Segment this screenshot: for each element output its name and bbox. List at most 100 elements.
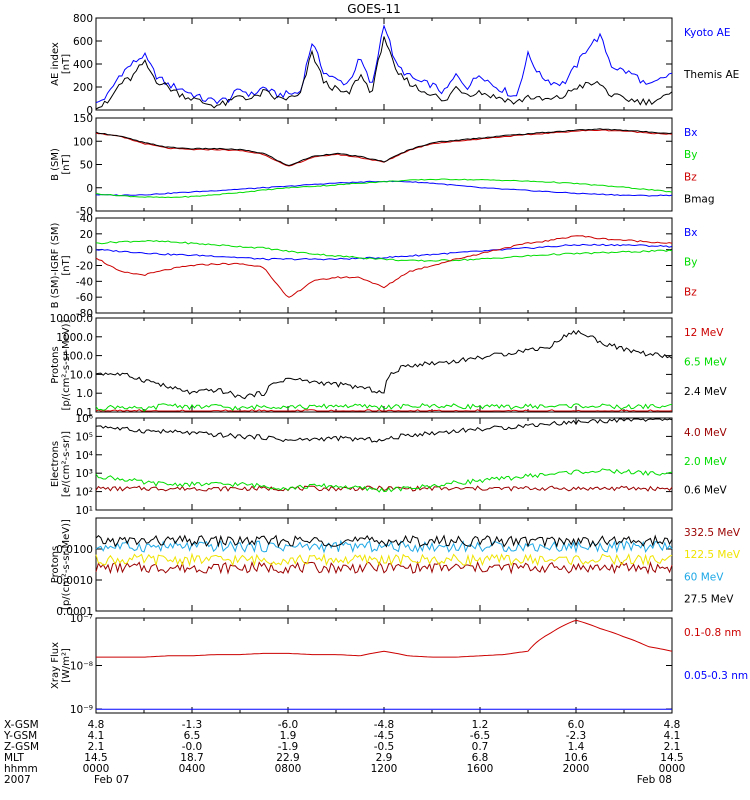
y-tick-label: 10³ — [75, 468, 93, 480]
legend-entry: 6.5 MeV — [684, 356, 728, 368]
figure-title: GOES-11 — [347, 2, 401, 16]
y-tick-label: 10⁶ — [75, 413, 93, 425]
series-bx — [95, 180, 673, 197]
y-axis-label-line: B (SM) — [50, 148, 61, 181]
legend-entry: By — [684, 257, 697, 269]
y-tick-label: 0.1 — [76, 407, 93, 419]
series-2-4-mev — [95, 329, 673, 400]
footer-cell: 2.1 — [88, 741, 105, 753]
footer-cell: 14.5 — [660, 752, 683, 764]
footer-cell: 0400 — [179, 763, 206, 775]
series-122-5-mev — [95, 552, 673, 567]
footer-cell: 0000 — [83, 763, 110, 775]
legend-entry: 27.5 MeV — [684, 593, 734, 605]
y-tick-label: 10⁻⁹ — [70, 704, 93, 716]
y-tick-label: 1.0 — [76, 388, 93, 400]
legend-entry: Bx — [684, 127, 697, 139]
legend-entry: Bmag — [684, 193, 715, 205]
footer-ephemeris: X-GSMY-GSMZ-GSMMLThhmm20074.84.12.114.50… — [3, 719, 685, 786]
footer-cell: 22.9 — [276, 752, 299, 764]
footer-cell: 0000 — [659, 763, 686, 775]
legend-entry: By — [684, 149, 697, 161]
y-tick-label: 800 — [73, 13, 93, 25]
y-tick-label: 1000.0 — [56, 332, 93, 344]
y-axis-label-line: Protons — [50, 346, 61, 383]
footer-row-label: Z-GSM — [4, 741, 39, 753]
panel-ae: 0 200 400 600 800 AE index[nT] Kyoto AE Themis … — [50, 13, 739, 117]
y-tick-label: 0 — [86, 245, 93, 257]
legend-entry: 2.4 MeV — [684, 386, 728, 398]
y-axis-label-line: [e/(cm²-s-sr)] — [61, 431, 72, 497]
y-tick-label: 10.0 — [70, 369, 93, 381]
footer-cell: 6.8 — [472, 752, 489, 764]
series-0-1-0-8-nm — [96, 619, 673, 658]
y-axis-label-line: [W/m²] — [61, 648, 72, 683]
y-tick-label: -40 — [76, 276, 93, 288]
legend-entry: Themis AE — [683, 69, 739, 81]
panel-protons_hi: 0.11.010.0100.01000.010000.0Protons[p/(c… — [50, 313, 728, 419]
footer-cell: 10.6 — [564, 752, 588, 764]
panel-frame — [95, 617, 673, 714]
footer-row-label: hhmm — [4, 763, 38, 775]
footer-cell: Feb 07 — [94, 774, 129, 786]
y-tick-label: 600 — [73, 36, 93, 48]
footer-cell: 14.5 — [84, 752, 107, 764]
legend-entry: 4.0 MeV — [684, 427, 728, 439]
footer-cell: -0.0 — [182, 741, 203, 753]
y-tick-label: -20 — [76, 261, 93, 273]
y-tick-label: 10⁻⁸ — [70, 661, 93, 673]
y-tick-label: -50 — [76, 206, 93, 218]
panel-frame — [95, 317, 673, 413]
panel-frame — [95, 217, 673, 314]
footer-cell: -6.0 — [278, 719, 299, 731]
y-tick-label: 0.0100 — [56, 544, 93, 556]
y-tick-label: 10⁻⁷ — [70, 613, 93, 625]
footer-cell: -1.3 — [182, 719, 203, 731]
footer-cell: 1.2 — [472, 719, 489, 731]
footer-cell: 6.5 — [184, 730, 201, 742]
y-axis-label-line: Protons — [50, 546, 61, 583]
y-tick-label: 10² — [75, 487, 93, 499]
y-tick-label: 400 — [73, 59, 93, 71]
y-axis-label-line: [p/(cm²-s-sr-MeV)] — [61, 519, 72, 610]
panel-bdiff: -80 -60 -40 -20 0 20 40 B (SM)-IGRF (SM)[nT] Bx B… — [50, 213, 697, 320]
y-tick-label: 0 — [86, 183, 93, 195]
series-4-0-mev — [95, 485, 673, 492]
y-tick-label: 150 — [73, 113, 93, 125]
footer-cell: -0.5 — [374, 741, 395, 753]
series-6-5-mev — [95, 403, 673, 412]
legend-entry: 0.1-0.8 nm — [684, 627, 741, 639]
y-tick-label: 50 — [80, 160, 93, 172]
legend-entry: 122.5 MeV — [684, 549, 741, 561]
y-axis-label-line: [nT] — [61, 154, 72, 174]
footer-cell: 4.8 — [664, 719, 681, 731]
panel-xray: 10⁻⁹ 10⁻⁸ 10⁻⁷ Xray Flux[W/m²] 0.1-0.8 nm 0.0… — [50, 613, 748, 716]
footer-cell: -6.5 — [470, 730, 491, 742]
y-axis-label-line: Xray Flux — [50, 642, 61, 689]
footer-row-label: 2007 — [4, 774, 31, 786]
series-12-mev — [95, 409, 673, 412]
footer-cell: -2.3 — [566, 730, 587, 742]
footer-row-label: MLT — [4, 752, 24, 764]
y-axis-label-line: B (SM)-IGRF (SM) — [50, 223, 61, 309]
series-kyoto-ae — [95, 24, 673, 105]
y-tick-label: 100.0 — [63, 351, 93, 363]
footer-cell: 0800 — [275, 763, 302, 775]
footer-cell: 2.1 — [664, 741, 681, 753]
legend-entry: 0.05-0.3 nm — [684, 670, 748, 682]
y-tick-label: 10⁵ — [75, 431, 93, 443]
panel-frame — [95, 17, 673, 111]
footer-cell: 4.8 — [88, 719, 105, 731]
footer-cell: 6.0 — [568, 719, 585, 731]
y-axis-label-line: [nT] — [61, 255, 72, 275]
series-themis-ae — [95, 36, 673, 110]
legend-entry: Kyoto AE — [684, 27, 730, 39]
series-2-0-mev — [95, 468, 673, 493]
footer-cell: 2.9 — [376, 752, 393, 764]
series-by — [95, 239, 673, 262]
y-tick-label: 0.0001 — [56, 606, 93, 618]
y-tick-label: -80 — [76, 308, 93, 320]
y-axis-label: B (SM)-IGRF (SM)[nT] — [50, 223, 72, 309]
